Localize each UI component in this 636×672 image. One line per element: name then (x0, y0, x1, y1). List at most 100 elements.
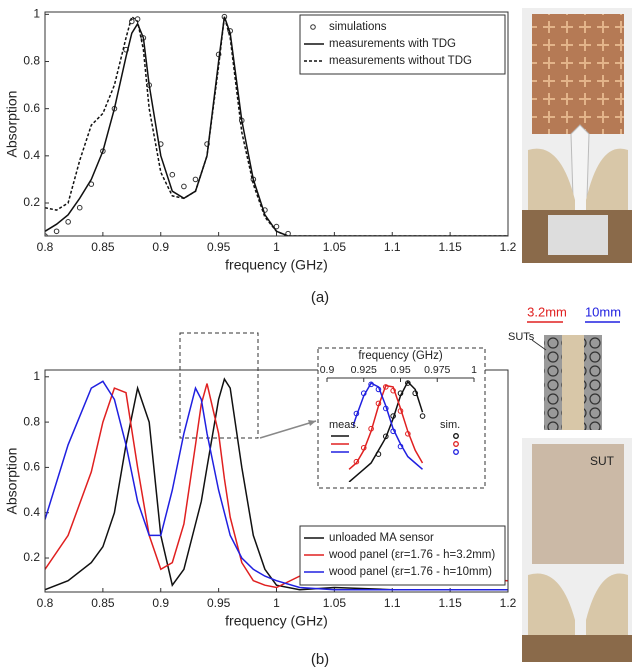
panel-label: (a) (311, 289, 329, 306)
data-point (405, 431, 411, 437)
inset-x-tick-label: 0.95 (390, 364, 411, 376)
x-tick-label: 0.85 (91, 596, 115, 610)
data-point (76, 204, 83, 211)
inset-legend-marker (453, 433, 459, 439)
x-tick-label: 0.8 (37, 240, 54, 254)
x-tick-label: 0.85 (91, 240, 115, 254)
x-tick-label: 1.15 (438, 240, 462, 254)
data-point (383, 433, 389, 440)
y-tick-label: 0.6 (23, 460, 40, 474)
x-tick-label: 1.1 (384, 596, 401, 610)
photo-suts (527, 321, 620, 430)
legend-marker (310, 24, 316, 30)
inset-x-tick-label: 0.975 (424, 364, 450, 376)
legend-label: simulations (329, 21, 387, 33)
inset-legend-marker (453, 449, 459, 455)
data-point (53, 228, 60, 235)
y-axis-label: Absorption (4, 91, 20, 158)
y-tick-label: 0.4 (23, 148, 40, 162)
y-tick-label: 0.8 (23, 54, 40, 68)
photo-a (522, 8, 632, 263)
inset-plot-area (346, 380, 426, 482)
y-tick-label: 0.2 (23, 550, 40, 564)
y-tick-label: 0.6 (23, 101, 40, 115)
data-point (360, 444, 367, 451)
data-point (375, 451, 382, 457)
x-tick-label: 0.9 (152, 240, 169, 254)
x-tick-label: 1 (273, 596, 280, 610)
inset-x-tick-label: 0.925 (351, 364, 377, 376)
legend-label: measurements without TDG (329, 55, 472, 67)
data-point (169, 171, 176, 178)
y-axis-label: Absorption (4, 448, 20, 515)
legend-label: measurements with TDG (329, 38, 456, 50)
inset-legend-bg (437, 419, 467, 461)
legend-label: unloaded MA sensor (329, 532, 434, 544)
y-tick-label: 0.2 (23, 195, 40, 209)
x-axis-label: frequency (GHz) (225, 613, 328, 629)
data-point (204, 141, 210, 147)
x-tick-label: 1.2 (500, 240, 517, 254)
data-point (412, 390, 419, 397)
photo-label: SUT (590, 454, 615, 468)
data-point (181, 183, 187, 190)
y-tick-label: 0.4 (23, 505, 40, 519)
x-tick-label: 0.95 (207, 240, 231, 254)
inset-x-tick-label: 0.9 (320, 364, 335, 376)
y-tick-label: 0.8 (23, 414, 40, 428)
data-line (45, 377, 508, 591)
legend-box (299, 14, 506, 75)
x-tick-label: 1.05 (323, 240, 347, 254)
data-line (348, 384, 424, 470)
plot-area (45, 13, 508, 236)
data-point (65, 219, 71, 225)
panel-label: (b) (311, 651, 329, 668)
x-tick-label: 0.95 (207, 596, 231, 610)
data-point (383, 405, 389, 412)
dimension-label: 3.2mm (527, 304, 567, 319)
data-point (405, 380, 411, 386)
x-axis-label: frequency (GHz) (225, 257, 328, 273)
axes-frame (44, 11, 509, 237)
plot-area (45, 377, 508, 591)
data-point (383, 384, 389, 390)
data-point (368, 381, 374, 388)
zoom-arrow (259, 420, 317, 439)
y-tick-label: 1 (33, 369, 40, 383)
legend-label: wood panel (εr=1.76 - h=10mm) (328, 566, 492, 578)
x-tick-label: 1.15 (438, 596, 462, 610)
data-point (368, 425, 374, 432)
data-line (45, 15, 508, 236)
dimension-label: 10mm (585, 304, 621, 319)
inset-x-tick-label: 1 (471, 364, 477, 376)
data-point (192, 176, 199, 183)
inset-legend-bg (329, 419, 353, 461)
x-tick-label: 1.1 (384, 240, 401, 254)
y-tick-label: 1 (33, 7, 40, 21)
legend-label: wood panel (εr=1.76 - h=3.2mm) (328, 549, 495, 561)
inset-legend-title: sim. (440, 419, 460, 431)
data-point (390, 387, 396, 394)
data-point (375, 400, 382, 407)
data-point (273, 223, 280, 230)
data-line (45, 383, 508, 589)
data-point (375, 386, 382, 393)
zoom-arrow-head (308, 420, 316, 426)
x-tick-label: 1.05 (323, 596, 347, 610)
x-tick-label: 1.2 (500, 596, 517, 610)
photo-sut (522, 438, 632, 662)
x-tick-label: 0.8 (37, 596, 54, 610)
inset-frame (317, 347, 486, 489)
data-point (397, 443, 404, 450)
data-point (397, 390, 404, 397)
data-point (353, 458, 360, 465)
zoom-box (179, 332, 259, 439)
inset-legend-marker (453, 441, 459, 447)
data-point (390, 428, 396, 435)
inset-legend-title: meas. (329, 419, 359, 431)
x-tick-label: 1 (273, 240, 280, 254)
data-point (360, 390, 367, 397)
data-point (353, 410, 360, 417)
photo-label: SUTs (508, 331, 535, 343)
